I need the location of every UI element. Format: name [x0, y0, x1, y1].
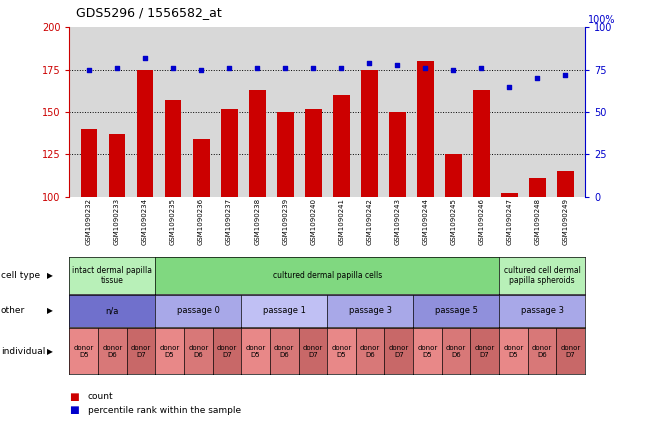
Text: GSM1090235: GSM1090235: [170, 198, 176, 245]
Text: individual: individual: [1, 346, 45, 356]
Bar: [473, 90, 490, 197]
Text: GSM1090237: GSM1090237: [226, 198, 232, 245]
Text: donor
D7: donor D7: [561, 345, 581, 357]
Text: GSM1090246: GSM1090246: [479, 198, 485, 245]
Text: GSM1090247: GSM1090247: [506, 198, 512, 245]
Text: n/a: n/a: [106, 306, 119, 315]
Text: count: count: [88, 392, 114, 401]
Point: [364, 60, 375, 66]
Bar: [108, 134, 126, 197]
Point: [168, 65, 178, 71]
Bar: [417, 61, 434, 197]
Point: [308, 65, 319, 71]
Point: [504, 83, 515, 90]
Text: GSM1090245: GSM1090245: [450, 198, 456, 245]
Text: GSM1090234: GSM1090234: [142, 198, 148, 245]
Text: cultured cell dermal
papilla spheroids: cultured cell dermal papilla spheroids: [504, 266, 580, 285]
Text: GSM1090233: GSM1090233: [114, 198, 120, 245]
Point: [476, 65, 486, 71]
Text: donor
D5: donor D5: [73, 345, 94, 357]
Bar: [277, 112, 293, 197]
Bar: [332, 95, 350, 197]
Text: GSM1090238: GSM1090238: [254, 198, 260, 245]
Text: cell type: cell type: [1, 271, 40, 280]
Text: GSM1090232: GSM1090232: [86, 198, 92, 245]
Point: [560, 71, 570, 78]
Text: GSM1090236: GSM1090236: [198, 198, 204, 245]
Point: [532, 75, 543, 82]
Text: GSM1090244: GSM1090244: [422, 198, 428, 245]
Bar: [165, 100, 182, 197]
Bar: [501, 193, 518, 197]
Text: passage 5: passage 5: [435, 306, 477, 315]
Text: GSM1090248: GSM1090248: [534, 198, 540, 245]
Text: donor
D5: donor D5: [245, 345, 266, 357]
Point: [392, 61, 403, 68]
Text: donor
D6: donor D6: [188, 345, 208, 357]
Text: donor
D6: donor D6: [102, 345, 122, 357]
Text: donor
D7: donor D7: [475, 345, 495, 357]
Text: donor
D5: donor D5: [417, 345, 438, 357]
Bar: [221, 109, 237, 197]
Text: donor
D7: donor D7: [131, 345, 151, 357]
Point: [420, 65, 430, 71]
Bar: [557, 171, 574, 197]
Bar: [305, 109, 322, 197]
Text: ■: ■: [69, 392, 79, 402]
Bar: [193, 139, 210, 197]
Text: ▶: ▶: [47, 306, 53, 315]
Bar: [361, 70, 377, 197]
Text: GSM1090241: GSM1090241: [338, 198, 344, 245]
Text: donor
D6: donor D6: [274, 345, 294, 357]
Text: GSM1090249: GSM1090249: [563, 198, 568, 245]
Bar: [445, 154, 461, 197]
Text: passage 3: passage 3: [520, 306, 564, 315]
Bar: [249, 90, 266, 197]
Point: [280, 65, 290, 71]
Bar: [81, 129, 97, 197]
Text: 100%: 100%: [588, 15, 615, 25]
Text: donor
D7: donor D7: [303, 345, 323, 357]
Text: passage 1: passage 1: [263, 306, 305, 315]
Text: intact dermal papilla
tissue: intact dermal papilla tissue: [72, 266, 153, 285]
Text: GSM1090242: GSM1090242: [366, 198, 372, 245]
Point: [112, 65, 122, 71]
Text: donor
D6: donor D6: [360, 345, 380, 357]
Text: donor
D7: donor D7: [389, 345, 409, 357]
Bar: [389, 112, 406, 197]
Point: [84, 66, 95, 73]
Text: ▶: ▶: [47, 346, 53, 356]
Text: GSM1090243: GSM1090243: [394, 198, 401, 245]
Text: GSM1090239: GSM1090239: [282, 198, 288, 245]
Point: [139, 55, 150, 61]
Text: ▶: ▶: [47, 271, 53, 280]
Text: cultured dermal papilla cells: cultured dermal papilla cells: [272, 271, 382, 280]
Text: ■: ■: [69, 405, 79, 415]
Text: passage 0: passage 0: [177, 306, 219, 315]
Text: donor
D5: donor D5: [159, 345, 180, 357]
Text: passage 3: passage 3: [348, 306, 392, 315]
Bar: [137, 70, 153, 197]
Text: donor
D5: donor D5: [503, 345, 524, 357]
Text: other: other: [1, 306, 25, 315]
Text: percentile rank within the sample: percentile rank within the sample: [88, 406, 241, 415]
Text: GDS5296 / 1556582_at: GDS5296 / 1556582_at: [76, 6, 221, 19]
Text: donor
D6: donor D6: [532, 345, 552, 357]
Point: [196, 66, 206, 73]
Point: [224, 65, 235, 71]
Text: GSM1090240: GSM1090240: [310, 198, 316, 245]
Text: donor
D5: donor D5: [331, 345, 352, 357]
Text: donor
D6: donor D6: [446, 345, 466, 357]
Point: [252, 65, 262, 71]
Text: donor
D7: donor D7: [217, 345, 237, 357]
Point: [336, 65, 346, 71]
Bar: [529, 178, 546, 197]
Point: [448, 66, 459, 73]
